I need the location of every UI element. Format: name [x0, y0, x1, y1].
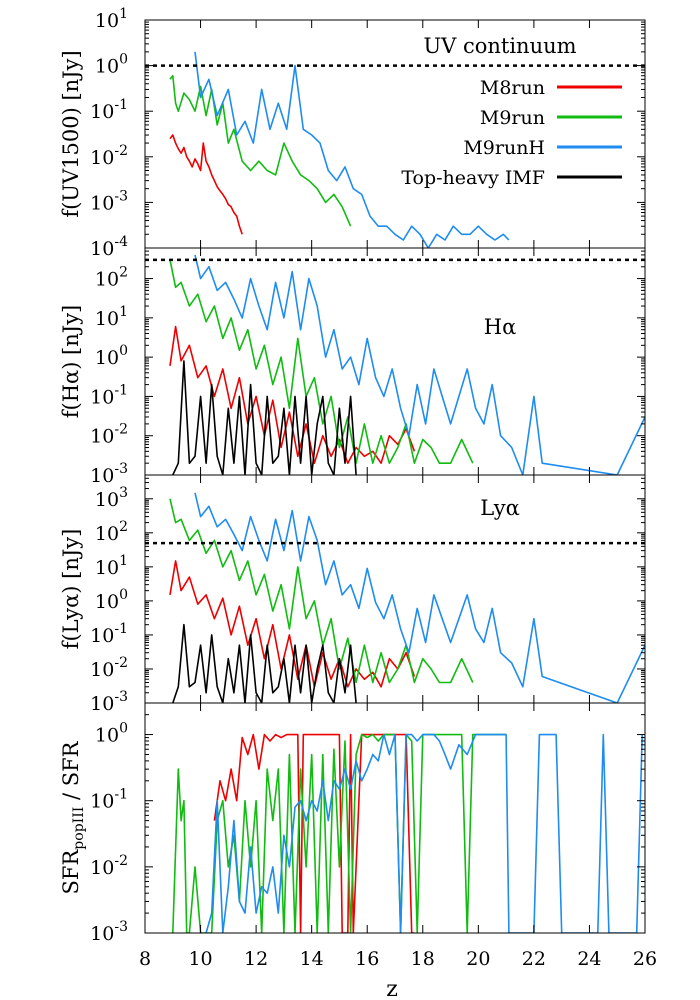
- y-axis-label: SFRpopIII / SFR: [59, 740, 87, 894]
- y-axis-label: f(Hα) [nJy]: [59, 305, 83, 419]
- legend: M8run M9run M9runH Top-heavy IMF: [401, 77, 622, 189]
- y-tick-label: 10-2: [90, 655, 128, 681]
- series-line-m9runh: [194, 492, 645, 703]
- legend-label-top-heavy-imf: Top-heavy IMF: [401, 167, 545, 189]
- series-group: [169, 492, 645, 703]
- y-tick-label: 10-2: [90, 422, 128, 448]
- y-tick-label: 101: [95, 304, 128, 330]
- y-tick-label: 10-1: [90, 621, 128, 647]
- x-tick-label: 24: [577, 948, 601, 970]
- x-tick-label: 8: [139, 948, 151, 970]
- y-tick-label: 10-1: [90, 97, 128, 123]
- legend-label-m9run: M9run: [480, 107, 545, 129]
- x-tick-label: 14: [300, 948, 324, 970]
- y-tick-label: 10-3: [90, 188, 128, 214]
- panel-annotation: Hα: [484, 315, 517, 339]
- panel-annotation: UV continuum: [423, 34, 576, 58]
- panel-sfr: 10-3 10-2 10-1 100 SFRpopIII / SFR: [59, 702, 646, 945]
- x-tick-label: 20: [466, 948, 490, 970]
- y-tick-label: 100: [95, 721, 128, 747]
- y-tick-label: 10-4: [90, 234, 128, 260]
- y-tick-label: 10-3: [90, 461, 128, 487]
- y-tick-label: 10-3: [90, 689, 128, 715]
- y-axis-label: f(UV1500) [nJy]: [59, 50, 83, 217]
- legend-label-m9runh: M9runH: [463, 137, 545, 159]
- y-tick-label: 101: [95, 553, 128, 579]
- series-line-m9run: [169, 498, 474, 684]
- series-line-m8run: [169, 560, 416, 688]
- series-line-m9runh: [205, 733, 643, 933]
- series-line-top-heavy-imf: [172, 623, 357, 703]
- x-tick-label: 10: [188, 948, 212, 970]
- x-tick-label: 16: [355, 948, 379, 970]
- y-tick-label: 100: [95, 587, 128, 613]
- series-group: [169, 254, 645, 475]
- x-tick-label: 12: [244, 948, 268, 970]
- plot-frame: [144, 474, 646, 704]
- y-tick-label: 10-2: [90, 143, 128, 169]
- chart-panels: 10-4 10-3 10-2 10-1 100 101 f(UV1500) [nJy] UV …: [59, 6, 646, 945]
- series-line-top-heavy-imf: [172, 360, 357, 475]
- series-line-m9runh: [194, 51, 510, 248]
- panel-lya: 10-3 10-2 10-1 100 101 102 103 f(Lyα) [nJy] Lyα: [59, 474, 646, 715]
- x-tick-label: 26: [633, 948, 657, 970]
- y-tick-label: 10-2: [90, 853, 128, 879]
- panel-annotation: Lyα: [480, 496, 520, 520]
- x-axis-ticks: 8 10 12 14 16 18 20 22 24 26: [139, 948, 657, 970]
- x-tick-label: 18: [411, 948, 435, 970]
- y-tick-label: 100: [95, 343, 128, 369]
- x-axis-label: z: [386, 977, 398, 1000]
- plot-frame: [144, 702, 646, 934]
- series-line-m8run: [169, 134, 243, 235]
- series-line-m9runh: [194, 254, 645, 475]
- series-line-m9run: [169, 74, 352, 227]
- y-tick-label: 102: [95, 519, 128, 545]
- x-tick-label: 22: [522, 948, 546, 970]
- series-group: [172, 733, 643, 933]
- panel-uv: 10-4 10-3 10-2 10-1 100 101 f(UV1500) [nJy] UV …: [59, 6, 646, 260]
- y-tick-label: 10-1: [90, 787, 128, 813]
- y-axis-label: f(Lyα) [nJy]: [59, 529, 83, 650]
- y-tick-label: 102: [95, 265, 128, 291]
- legend-label-m8run: M8run: [480, 77, 545, 99]
- y-tick-label: 101: [95, 6, 128, 32]
- series-line-m8run: [213, 733, 415, 933]
- y-tick-label: 103: [95, 485, 128, 511]
- y-tick-label: 100: [95, 52, 128, 78]
- series-line-m8run: [169, 325, 416, 465]
- series-line-m9run: [169, 259, 474, 465]
- series-group: [169, 51, 510, 248]
- y-tick-label: 10-3: [90, 919, 128, 945]
- y-tick-label: 10-1: [90, 382, 128, 408]
- panel-ha: 10-3 10-2 10-1 100 101 102 f(Hα) [nJy] Hα: [59, 247, 646, 487]
